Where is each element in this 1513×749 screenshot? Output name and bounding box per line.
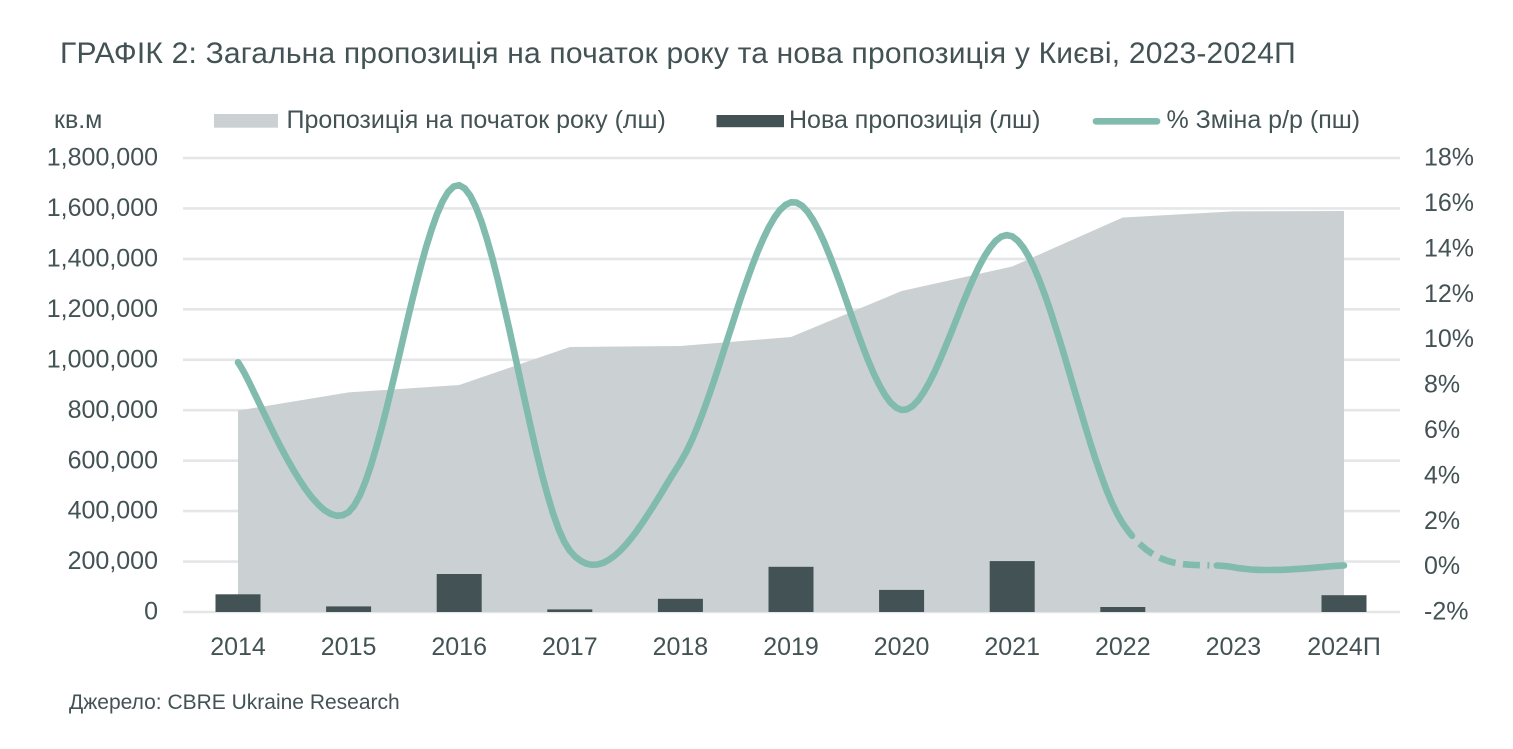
svg-text:1,600,000: 1,600,000: [47, 194, 158, 222]
svg-text:2022: 2022: [1095, 633, 1151, 661]
svg-text:12%: 12%: [1424, 280, 1474, 308]
svg-text:Джерело: CBRE Ukraine Research: Джерело: CBRE Ukraine Research: [69, 691, 400, 714]
svg-text:2018: 2018: [653, 633, 709, 661]
svg-text:400,000: 400,000: [68, 497, 158, 525]
svg-text:2023: 2023: [1206, 633, 1262, 661]
svg-text:2016: 2016: [431, 633, 487, 661]
svg-text:2014: 2014: [210, 633, 266, 661]
svg-text:2020: 2020: [874, 633, 930, 661]
svg-text:% Зміна р/р (пш): % Зміна р/р (пш): [1167, 106, 1361, 134]
svg-text:18%: 18%: [1424, 144, 1474, 172]
svg-text:кв.м: кв.м: [54, 106, 102, 134]
svg-text:1,400,000: 1,400,000: [47, 245, 158, 273]
svg-text:1,000,000: 1,000,000: [47, 345, 158, 373]
svg-text:2015: 2015: [321, 633, 377, 661]
svg-text:2%: 2%: [1424, 507, 1460, 535]
svg-text:2017: 2017: [542, 633, 598, 661]
svg-text:1,200,000: 1,200,000: [47, 295, 158, 323]
svg-text:16%: 16%: [1424, 189, 1474, 217]
svg-text:Пропозиція на початок року (лш: Пропозиція на початок року (лш): [287, 106, 666, 134]
svg-text:10%: 10%: [1424, 325, 1474, 353]
svg-text:6%: 6%: [1424, 416, 1460, 444]
svg-text:ГРАФІК 2: Загальна пропозиція: ГРАФІК 2: Загальна пропозиція на початок…: [60, 37, 1296, 70]
svg-text:2021: 2021: [984, 633, 1040, 661]
svg-text:2019: 2019: [763, 633, 819, 661]
svg-text:800,000: 800,000: [68, 396, 158, 424]
svg-text:200,000: 200,000: [68, 547, 158, 575]
svg-text:2024П: 2024П: [1307, 633, 1381, 661]
svg-text:Нова пропозиція (лш): Нова пропозиція (лш): [789, 106, 1040, 134]
svg-text:600,000: 600,000: [68, 446, 158, 474]
svg-text:-2%: -2%: [1424, 598, 1468, 626]
svg-text:4%: 4%: [1424, 461, 1460, 489]
svg-text:14%: 14%: [1424, 234, 1474, 262]
svg-text:8%: 8%: [1424, 371, 1460, 399]
svg-text:0: 0: [144, 598, 158, 626]
svg-text:1,800,000: 1,800,000: [47, 144, 158, 172]
svg-text:0%: 0%: [1424, 552, 1460, 580]
